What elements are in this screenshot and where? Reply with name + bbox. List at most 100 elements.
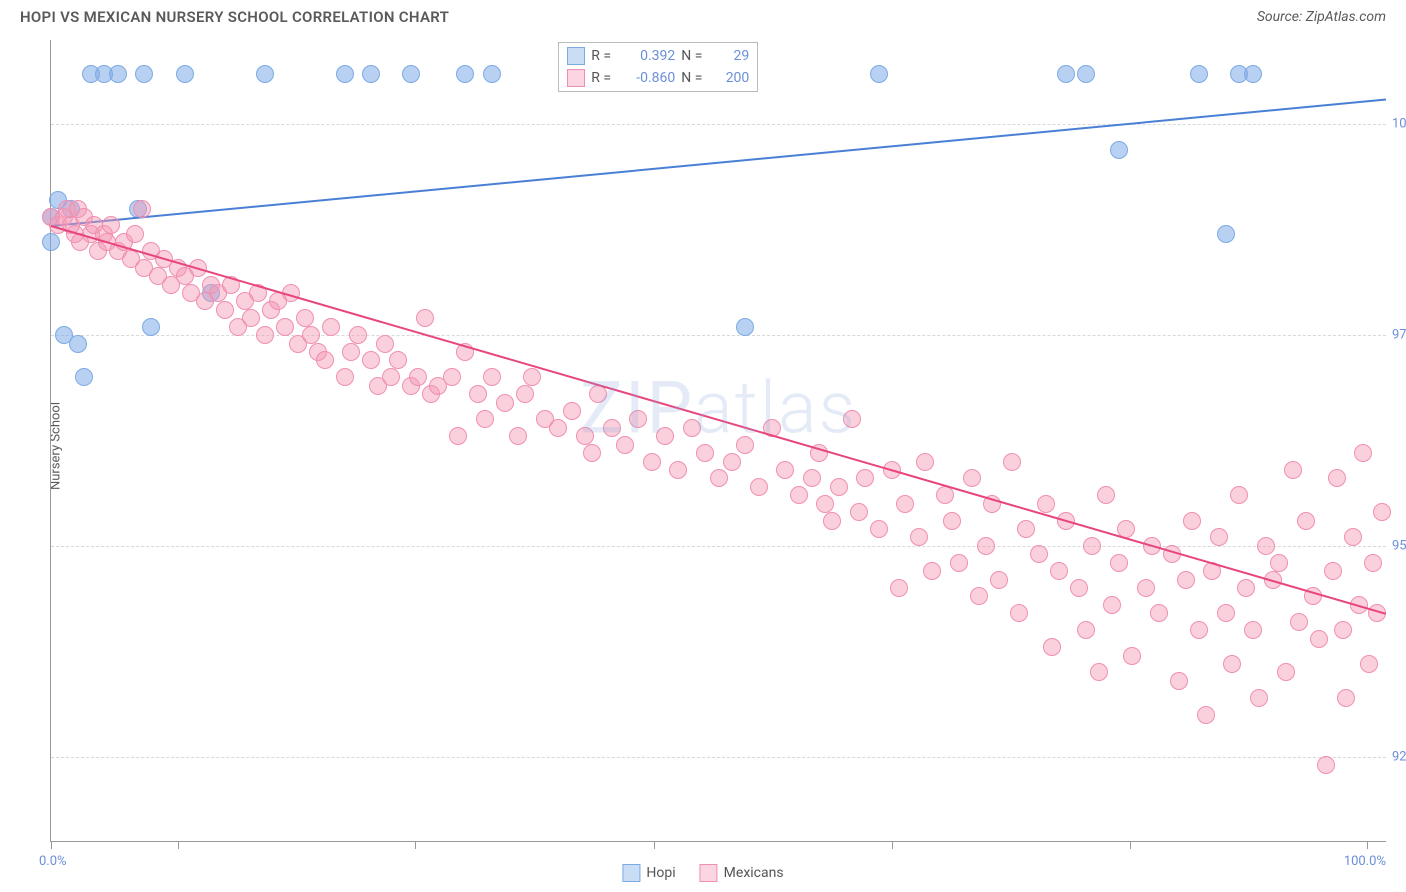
data-point xyxy=(990,571,1008,589)
data-point xyxy=(890,579,908,597)
data-point xyxy=(736,436,754,454)
data-point xyxy=(1110,554,1128,572)
data-point xyxy=(850,503,868,521)
legend-swatch xyxy=(567,47,585,65)
y-tick-label: 97.5% xyxy=(1392,328,1406,343)
data-point xyxy=(1328,469,1346,487)
data-point xyxy=(1360,655,1378,673)
legend-item: Hopi xyxy=(622,864,675,882)
data-point xyxy=(1334,621,1352,639)
data-point xyxy=(950,554,968,572)
data-point xyxy=(1230,486,1248,504)
data-point xyxy=(669,461,687,479)
gridline xyxy=(51,124,1386,125)
data-point xyxy=(629,410,647,428)
data-point xyxy=(1190,621,1208,639)
data-point xyxy=(296,309,314,327)
data-point xyxy=(616,436,634,454)
data-point xyxy=(1170,672,1188,690)
data-point xyxy=(870,65,888,83)
data-point xyxy=(803,469,821,487)
data-point xyxy=(870,520,888,538)
data-point xyxy=(963,469,981,487)
data-point xyxy=(1137,579,1155,597)
data-point xyxy=(476,410,494,428)
data-point xyxy=(683,419,701,437)
legend-swatch xyxy=(622,864,640,882)
legend-n-label: N = xyxy=(681,67,709,89)
data-point xyxy=(1337,689,1355,707)
data-point xyxy=(563,402,581,420)
data-point xyxy=(549,419,567,437)
data-point xyxy=(723,453,741,471)
data-point xyxy=(1364,554,1382,572)
legend-item: Mexicans xyxy=(700,864,784,882)
data-point xyxy=(1210,528,1228,546)
data-point xyxy=(1310,630,1328,648)
gridline xyxy=(51,546,1386,547)
data-point xyxy=(1257,537,1275,555)
x-tick xyxy=(1367,841,1368,849)
data-point xyxy=(843,410,861,428)
data-point xyxy=(109,65,127,83)
chart-plot-area: ZIPatlas R =0.392N =29R =-0.860N =200 0.… xyxy=(50,40,1386,842)
data-point xyxy=(382,368,400,386)
data-point xyxy=(1344,528,1362,546)
data-point xyxy=(1070,579,1088,597)
data-point xyxy=(135,65,153,83)
trend-line xyxy=(51,226,1387,616)
x-tick xyxy=(178,841,179,849)
data-point xyxy=(362,351,380,369)
data-point xyxy=(516,385,534,403)
data-point xyxy=(1183,512,1201,530)
data-point xyxy=(1277,663,1295,681)
trend-line xyxy=(51,99,1386,227)
data-point xyxy=(402,65,420,83)
stats-legend: R =0.392N =29R =-0.860N =200 xyxy=(558,42,758,92)
chart-header: HOPI VS MEXICAN NURSERY SCHOOL CORRELATI… xyxy=(0,0,1406,30)
data-point xyxy=(336,65,354,83)
data-point xyxy=(362,65,380,83)
data-point xyxy=(496,394,514,412)
data-point xyxy=(943,512,961,530)
data-point xyxy=(389,351,407,369)
data-point xyxy=(643,453,661,471)
legend-n-value: 200 xyxy=(715,67,749,89)
data-point xyxy=(1037,495,1055,513)
y-tick-label: 95.0% xyxy=(1392,538,1406,553)
data-point xyxy=(409,368,427,386)
x-tick xyxy=(1130,841,1131,849)
data-point xyxy=(656,427,674,445)
data-point xyxy=(322,318,340,336)
data-point xyxy=(1237,579,1255,597)
gridline xyxy=(51,335,1386,336)
legend-row: R =-0.860N =200 xyxy=(567,67,749,89)
data-point xyxy=(523,368,541,386)
data-point xyxy=(1077,65,1095,83)
data-point xyxy=(1244,65,1262,83)
data-point xyxy=(126,225,144,243)
data-point xyxy=(1097,486,1115,504)
data-point xyxy=(1217,604,1235,622)
legend-r-value: 0.392 xyxy=(625,45,675,67)
data-point xyxy=(823,512,841,530)
data-point xyxy=(583,444,601,462)
data-point xyxy=(750,478,768,496)
data-point xyxy=(349,326,367,344)
data-point xyxy=(603,419,621,437)
data-point xyxy=(69,335,87,353)
legend-n-label: N = xyxy=(681,45,709,67)
data-point xyxy=(1083,537,1101,555)
x-tick xyxy=(892,841,893,849)
data-point xyxy=(696,444,714,462)
data-point xyxy=(1150,604,1168,622)
data-point xyxy=(1177,571,1195,589)
chart-title: HOPI VS MEXICAN NURSERY SCHOOL CORRELATI… xyxy=(20,8,449,26)
data-point xyxy=(75,368,93,386)
data-point xyxy=(216,301,234,319)
data-point xyxy=(856,469,874,487)
data-point xyxy=(1003,453,1021,471)
legend-label: Hopi xyxy=(646,865,675,881)
data-point xyxy=(1290,613,1308,631)
data-point xyxy=(816,495,834,513)
